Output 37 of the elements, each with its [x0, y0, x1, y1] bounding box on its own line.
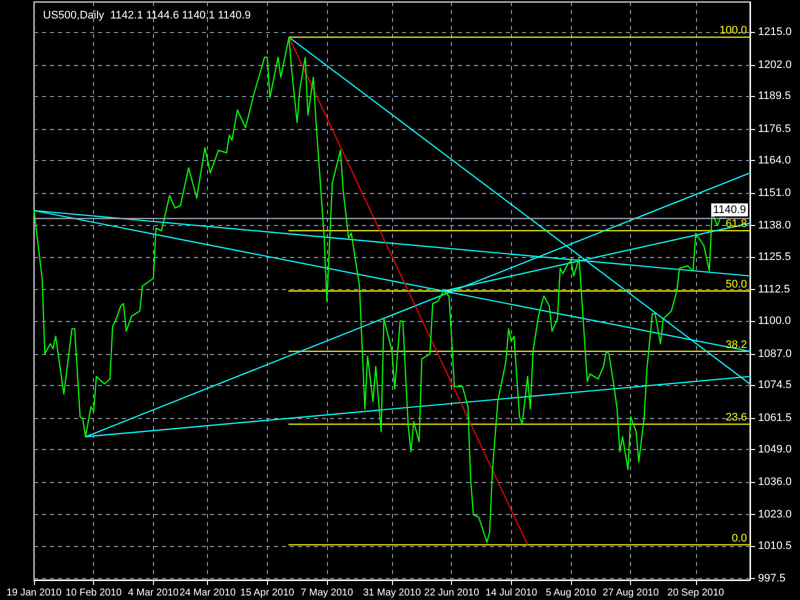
x-tick-label: 19 Jan 2010: [6, 588, 62, 598]
ref-line-label: 1140.9: [713, 204, 746, 216]
x-tick-label: 24 Mar 2010: [180, 588, 236, 598]
y-tick-label: 1036.0: [758, 476, 792, 488]
y-tick-label: 1215.0: [758, 26, 792, 38]
y-tick-label: 1023.0: [758, 508, 792, 521]
y-tick-label: 1164.0: [758, 154, 791, 166]
x-tick-label: 20 Sep 2010: [667, 588, 725, 598]
y-tick-label: 1100.0: [758, 315, 791, 328]
y-tick-label: 1151.0: [758, 186, 791, 199]
y-tick-label: 997.5: [758, 572, 786, 585]
x-tick-label: 15 Apr 2010: [240, 588, 295, 598]
y-tick-label: 1061.5: [758, 412, 792, 424]
annotation: 0.0: [732, 532, 747, 544]
x-tick-label: 4 Mar 2010: [128, 588, 180, 598]
annotation: 100.0: [719, 24, 747, 37]
x-tick-label: 10 Feb 2010: [66, 588, 122, 598]
x-tick-label: 5 Aug 2010: [546, 588, 597, 598]
x-tick-label: 14 Jul 2010: [485, 588, 538, 598]
annotation: 23.6: [726, 412, 747, 424]
y-tick-label: 1176.5: [758, 122, 791, 135]
y-tick-label: 1125.5: [758, 251, 791, 264]
text: US500,Daily 1142.1 1144.6 1140.1 1140.9: [43, 10, 251, 22]
x-tick-label: 7 May 2010: [300, 588, 354, 598]
x-tick-label: 31 May 2010: [363, 588, 422, 598]
x-tick-label: 27 Aug 2010: [602, 588, 660, 598]
y-tick-label: 1112.5: [758, 284, 790, 296]
y-tick-label: 1074.5: [758, 379, 792, 392]
y-tick-label: 1087.0: [758, 348, 792, 360]
annotation: 50.0: [726, 278, 747, 290]
y-tick-label: 1049.0: [758, 443, 792, 456]
y-tick-label: 1138.0: [758, 220, 791, 232]
annotation: 38.2: [726, 338, 747, 351]
x-tick-label: 22 Jun 2010: [424, 588, 480, 598]
y-tick-label: 1010.5: [758, 540, 792, 552]
y-tick-label: 1202.0: [758, 58, 792, 71]
y-tick-label: 1189.5: [758, 90, 791, 102]
